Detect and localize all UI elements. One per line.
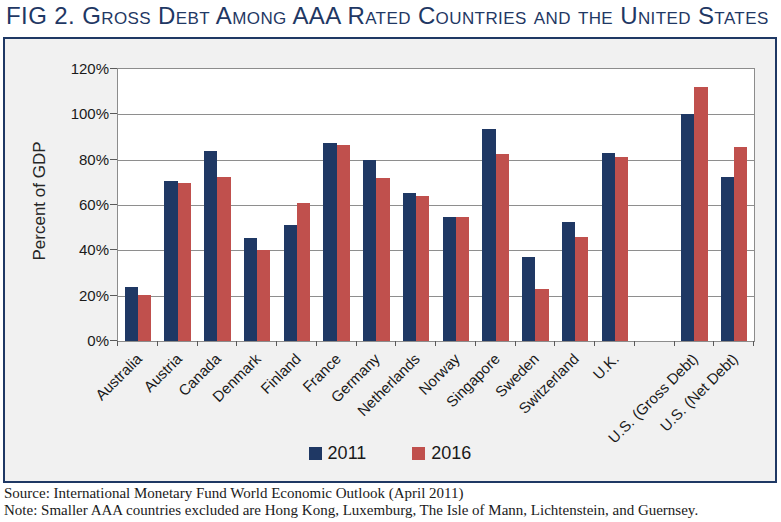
x-tick-mark [316, 341, 317, 346]
bar-2011-U.K. [602, 153, 615, 341]
legend-label: 2011 [328, 443, 367, 464]
bar-2016-Finland [297, 203, 310, 341]
x-tick-mark [475, 341, 476, 346]
x-tick-mark [674, 341, 675, 346]
bar-2011-U.S. (Gross Debt) [681, 114, 694, 341]
bar-2011-Netherlands [403, 193, 416, 341]
bar-2016-Austria [178, 183, 191, 341]
gridline [118, 114, 754, 115]
bar-2011-Sweden [522, 257, 535, 341]
x-tick-mark [634, 341, 635, 346]
x-tick-mark [713, 341, 714, 346]
legend: 2011 2016 [5, 443, 775, 464]
y-axis-labels: 0% 20% 40% 60% 80% 100% 120% [5, 39, 109, 481]
y-tick-mark [110, 204, 117, 205]
x-tick-mark [435, 341, 436, 346]
bar-2011-Denmark [244, 238, 257, 341]
bar-2016-Sweden [535, 289, 548, 341]
legend-item-2016: 2016 [412, 443, 471, 464]
bar-2016-U.S. (Gross Debt) [694, 87, 707, 341]
bar-2011-Germany [363, 160, 376, 341]
x-tick-mark [157, 341, 158, 346]
y-tick-label: 0% [87, 332, 109, 349]
bar-2016-Canada [217, 177, 230, 341]
bar-2016-Australia [138, 295, 151, 341]
bar-2016-Germany [376, 178, 389, 341]
bar-2011-Canada [204, 151, 217, 341]
x-axis-labels: AustraliaAustriaCanadaDenmarkFinlandFran… [117, 348, 754, 448]
source-line: Source: International Monetary Fund Worl… [4, 485, 464, 502]
figure-page: FIG 2. Gross Debt Among AAA Rated Countr… [0, 0, 781, 522]
y-tick-mark [110, 340, 117, 341]
x-tick-mark [395, 341, 396, 346]
bar-2016-Netherlands [416, 196, 429, 341]
x-tick-mark [356, 341, 357, 346]
y-tick-mark [110, 249, 117, 250]
bar-2016-Singapore [496, 154, 509, 341]
bar-2011-Singapore [482, 129, 495, 341]
bar-2011-Finland [284, 225, 297, 341]
y-tick-label: 60% [79, 196, 109, 213]
x-tick-mark [236, 341, 237, 346]
figure-number: FIG 2. [6, 2, 82, 29]
legend-swatch-icon [309, 447, 322, 460]
x-tick-mark [594, 341, 595, 346]
bar-2016-U.S. (Net Debt) [734, 147, 747, 341]
x-tick-mark [276, 341, 277, 346]
note-line: Note: Smaller AAA countries excluded are… [4, 502, 698, 519]
y-tick-mark [110, 113, 117, 114]
y-tick-label: 80% [79, 150, 109, 167]
legend-label: 2016 [431, 443, 471, 464]
bar-2011-U.S. (Net Debt) [721, 177, 734, 341]
x-tick-mark [753, 341, 754, 346]
bar-2011-France [323, 143, 336, 341]
bar-2011-Austria [164, 181, 177, 341]
x-tick-mark [515, 341, 516, 346]
y-tick-label: 120% [71, 60, 109, 77]
chart-frame: Percent of GDP 0%20%40%60%80%100%120% Au… [3, 37, 777, 483]
x-axis-tickmarks [117, 341, 754, 347]
legend-swatch-icon [412, 447, 425, 460]
x-tick-mark [117, 341, 118, 346]
x-tick-mark [554, 341, 555, 346]
bar-2016-Norway [456, 217, 469, 341]
bar-2016-Denmark [257, 250, 270, 341]
legend-item-2011: 2011 [309, 443, 367, 464]
bar-2016-France [337, 145, 350, 341]
bar-2016-U.K. [615, 157, 628, 341]
y-tick-label: 40% [79, 241, 109, 258]
figure-title-text: Gross Debt Among AAA Rated Countries and… [82, 2, 768, 29]
bar-2016-Switzerland [575, 237, 588, 341]
figure-title: FIG 2. Gross Debt Among AAA Rated Countr… [6, 2, 778, 30]
bar-2011-Norway [443, 217, 456, 341]
y-tick-mark [110, 68, 117, 69]
y-tick-label: 20% [79, 286, 109, 303]
x-tick-mark [197, 341, 198, 346]
y-tick-mark [110, 159, 117, 160]
plot-area [117, 68, 755, 342]
y-tick-label: 100% [71, 105, 109, 122]
bar-2011-Switzerland [562, 222, 575, 341]
y-tick-mark [110, 295, 117, 296]
bar-2011-Australia [125, 287, 138, 341]
